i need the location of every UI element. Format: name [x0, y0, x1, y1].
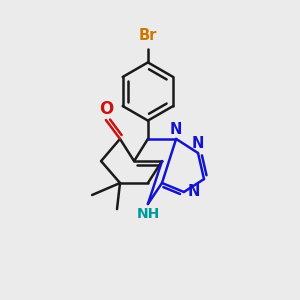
Text: O: O [99, 100, 113, 118]
Text: N: N [188, 184, 200, 200]
Text: N: N [192, 136, 204, 152]
Text: NH: NH [136, 208, 160, 221]
Text: Br: Br [139, 28, 157, 43]
Text: N: N [170, 122, 182, 137]
